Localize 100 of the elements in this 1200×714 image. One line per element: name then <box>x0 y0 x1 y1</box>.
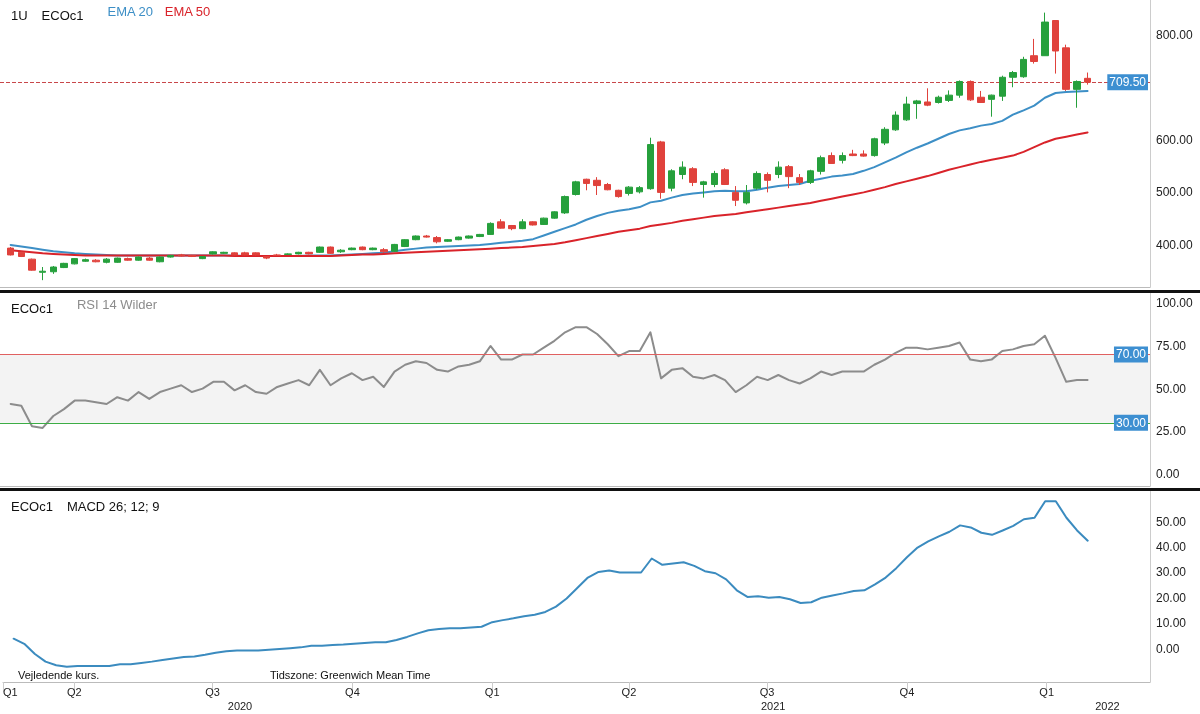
candlestick <box>465 234 473 240</box>
candlestick <box>1041 12 1049 57</box>
y-tick-label: 500.00 <box>1156 185 1194 200</box>
candlestick <box>764 171 771 193</box>
candlestick <box>935 95 942 105</box>
candlestick <box>1062 44 1070 92</box>
line-series <box>9 326 1089 429</box>
x-tick-label: Q4 <box>345 685 360 698</box>
candlestick <box>849 149 857 157</box>
candlestick <box>391 243 398 253</box>
candlestick <box>977 90 985 104</box>
candlestick <box>1052 20 1059 75</box>
candlestick <box>796 173 803 186</box>
candlestick <box>497 218 505 230</box>
candlestick <box>295 251 302 255</box>
candlestick <box>807 169 814 185</box>
candlestick <box>572 180 580 197</box>
candlestick <box>401 238 409 248</box>
text: EMA 20 <box>107 3 154 19</box>
y-tick-label: 75.00 <box>1156 338 1187 353</box>
candlestick <box>220 251 228 255</box>
candlestick <box>753 170 761 191</box>
candlestick <box>1073 79 1081 109</box>
candlestick <box>28 258 36 272</box>
candlestick <box>988 94 995 118</box>
candlestick <box>785 164 793 189</box>
candlestick <box>583 178 590 191</box>
text: 1U <box>11 8 28 23</box>
candlestick <box>604 182 611 191</box>
candlestick <box>284 252 292 256</box>
candlestick <box>305 251 313 255</box>
candlestick <box>679 160 686 180</box>
candlestick <box>657 140 665 200</box>
candlestick <box>700 180 707 199</box>
candlestick <box>455 236 462 241</box>
candlestick <box>967 79 974 102</box>
candlestick <box>412 234 420 241</box>
candlestick <box>839 151 846 164</box>
candlestick <box>71 257 78 265</box>
y-tick-label: 25.00 <box>1156 424 1187 439</box>
candlestick <box>647 137 654 191</box>
candlestick <box>359 246 366 251</box>
x-tick-label: Q4 <box>899 685 915 698</box>
candlestick <box>231 251 238 256</box>
candlestick <box>316 246 324 254</box>
y-tick-label: 100.00 <box>1156 296 1194 311</box>
candlestick <box>892 110 899 132</box>
text: ECOc1 <box>11 499 53 514</box>
candlestick <box>124 257 132 262</box>
candlestick <box>860 149 867 158</box>
text: EMA 50 <box>164 3 211 19</box>
candlestick <box>199 255 206 260</box>
candlestick <box>668 168 675 192</box>
candlestick <box>60 262 68 269</box>
candlestick <box>487 221 494 236</box>
x2-tick-label: 2021 <box>760 699 786 712</box>
candlestick <box>732 185 739 207</box>
candlestick <box>689 166 697 187</box>
y-tick-label: 10.00 <box>1156 616 1187 631</box>
x-tick-label: Q1 <box>3 685 18 698</box>
candlestick <box>913 99 921 120</box>
candlestick <box>18 251 25 258</box>
candlestick <box>817 155 825 176</box>
candlestick <box>721 167 729 186</box>
candlestick <box>380 247 388 254</box>
candlestick <box>529 220 537 226</box>
candlestick <box>615 189 622 199</box>
candlestick <box>114 257 121 264</box>
candlestick <box>476 233 484 238</box>
candlestick <box>156 256 164 263</box>
candlestick <box>508 224 516 231</box>
y-tick-label: 0.00 <box>1156 467 1180 482</box>
annotation: Vejledende kurs. <box>18 668 100 681</box>
candlestick <box>188 254 196 258</box>
y-tick-label: 50.00 <box>1156 381 1187 396</box>
candlestick <box>444 238 452 243</box>
candlestick <box>209 250 217 255</box>
y-tick-label: 50.00 <box>1156 514 1187 529</box>
y-tick-label: 0.00 <box>1156 641 1180 656</box>
candlestick <box>252 251 260 256</box>
text: MACD 26; 12; 9 <box>66 499 160 514</box>
candlestick <box>593 176 601 196</box>
candlestick <box>945 89 953 103</box>
candlestick <box>636 185 643 194</box>
candlestick <box>327 246 334 255</box>
candlestick <box>561 195 569 215</box>
candlestick <box>241 251 249 256</box>
candlestick <box>369 247 377 251</box>
y-tick-label: 20.00 <box>1156 590 1187 605</box>
y-tick-label: 400.00 <box>1156 237 1194 252</box>
x-tick-label: Q2 <box>621 685 637 698</box>
candlestick <box>743 184 750 205</box>
candlestick <box>519 218 526 230</box>
candlestick <box>7 246 14 256</box>
candlestick <box>178 253 185 258</box>
x2-tick-label: 2022 <box>1095 699 1120 712</box>
candlestick <box>103 257 110 264</box>
candlestick <box>1030 38 1038 65</box>
candlestick <box>540 217 548 226</box>
x-tick-label: Q3 <box>205 685 220 698</box>
